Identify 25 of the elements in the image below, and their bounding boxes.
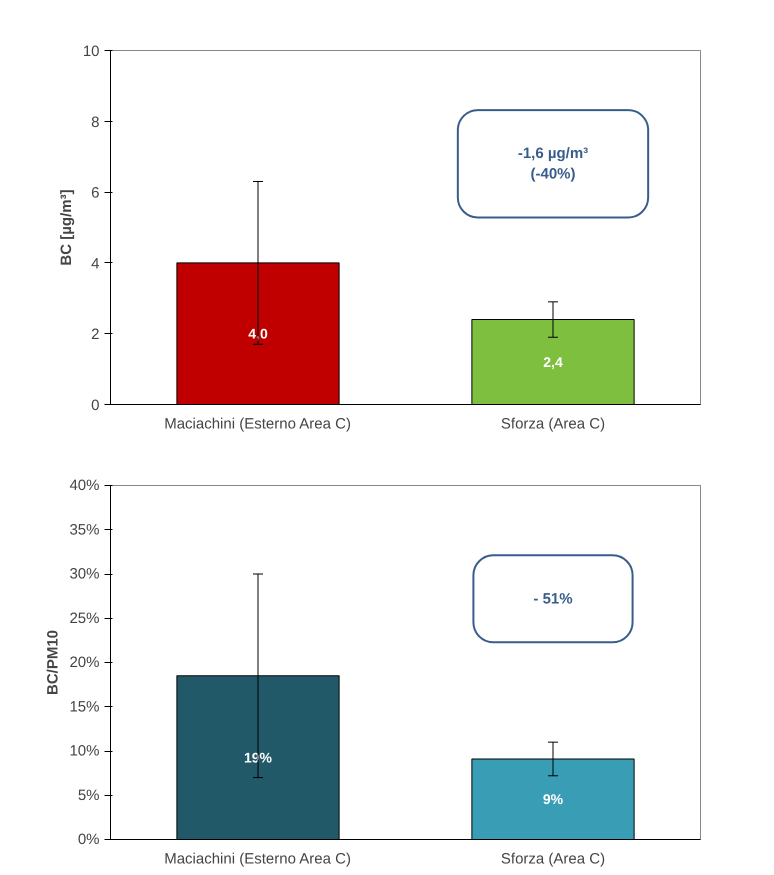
y-tick-label: 40%	[69, 477, 100, 494]
y-tick-label: 10%	[69, 742, 100, 760]
y-tick-label: 4	[91, 255, 100, 272]
data-label: 9%	[542, 791, 564, 808]
x-tick-label: Maciachini (Esterno Area C)	[164, 850, 351, 868]
y-tick-label: 35%	[69, 521, 100, 538]
data-label: 2,4	[543, 354, 563, 370]
y-tick-label: 30%	[69, 566, 100, 582]
y-tick-label: 10	[82, 43, 100, 60]
y-axis-title: BC/PM10	[44, 630, 62, 696]
y-axis-title: BC [µg/m³]	[58, 189, 75, 266]
y-tick-label: 8	[91, 114, 100, 131]
y-tick-label: 0	[91, 397, 100, 414]
y-tick-label: 20%	[69, 654, 100, 671]
x-tick-label: Sforza (Area C)	[500, 850, 606, 868]
x-tick-label: Maciachini (Esterno Area C)	[164, 416, 351, 432]
annotation: -1,6 µg/m³ (-40%)	[518, 145, 588, 182]
y-tick-label: 2	[91, 326, 100, 344]
y-tick-label: 6	[91, 184, 100, 202]
x-tick-label: Sforza (Area C)	[500, 416, 606, 432]
annotation: - 51%	[533, 590, 573, 608]
y-tick-label: 25%	[69, 610, 100, 627]
y-tick-label: 5%	[78, 786, 100, 804]
y-tick-label: 15%	[69, 698, 100, 716]
y-tick-label: 0%	[78, 831, 100, 848]
